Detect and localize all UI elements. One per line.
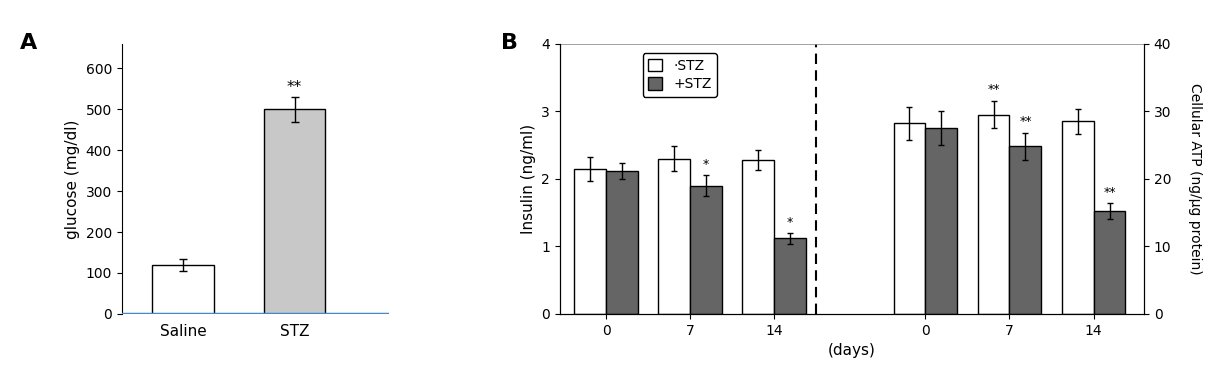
Bar [690,186,722,314]
X-axis label: (days): (days) [828,343,876,358]
Text: **: ** [1019,115,1032,128]
Bar [774,238,806,314]
Text: **: ** [1104,186,1116,199]
Text: **: ** [287,80,302,95]
Y-axis label: Insulin (ng/ml): Insulin (ng/ml) [521,124,535,234]
Text: *: * [787,216,793,230]
Y-axis label: Cellular ATP (ng/μg protein): Cellular ATP (ng/μg protein) [1188,83,1202,275]
Bar [925,128,958,314]
Bar [264,109,325,314]
Bar [1061,122,1094,314]
Bar [1094,211,1126,314]
Text: A: A [19,33,38,53]
Legend: ·STZ, +STZ: ·STZ, +STZ [643,53,717,97]
Bar [606,171,638,314]
Text: B: B [501,33,518,53]
Bar [742,160,774,314]
Bar [658,159,690,314]
Bar [1009,146,1042,314]
Text: *: * [703,158,710,171]
Bar [574,169,606,314]
Text: **: ** [987,84,1000,96]
Bar [152,265,214,314]
Y-axis label: glucose (mg/dl): glucose (mg/dl) [65,119,80,239]
Bar [977,115,1009,314]
Bar [893,123,925,314]
